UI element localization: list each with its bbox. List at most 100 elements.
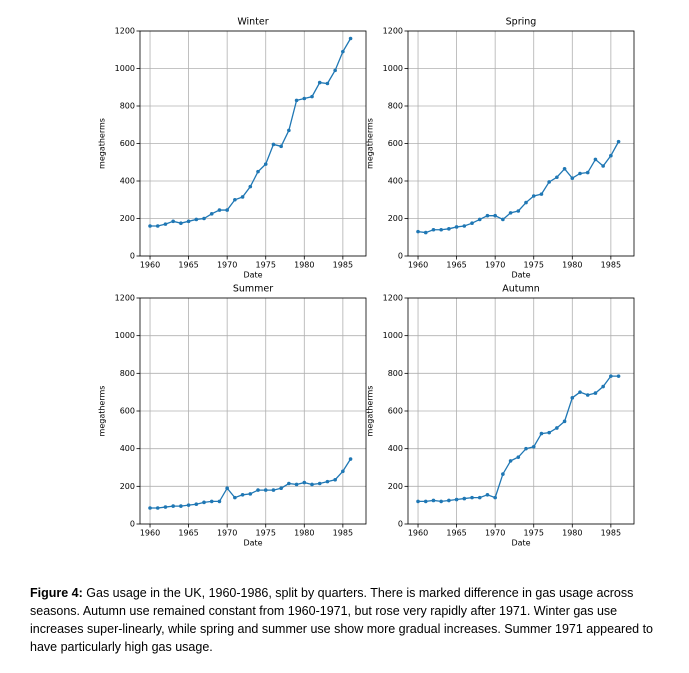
y-tick-label: 800 [120,102,135,111]
y-tick-label: 1000 [115,64,135,73]
y-tick-label: 1200 [383,27,403,36]
point [263,488,268,492]
point [531,194,536,198]
x-tick-label: 1960 [408,529,428,538]
point [302,480,307,485]
x-axis-label: Date [511,271,530,280]
point [593,157,598,162]
point [248,184,253,189]
point [447,498,451,503]
y-tick-label: 800 [388,102,403,111]
point [609,374,613,378]
point [163,222,168,226]
y-tick-label: 1200 [115,294,135,303]
axes-frame [139,297,367,525]
y-axis-label: megatherms [98,386,107,437]
x-tick-label: 1980 [294,529,314,538]
point [341,469,345,474]
chart-title: Autumn [502,284,540,295]
point [562,167,567,171]
point [155,224,160,228]
point [539,192,544,196]
y-tick-label: 1200 [115,27,135,36]
point [462,224,467,228]
point [454,497,459,502]
point [524,200,528,205]
y-tick-label: 0 [130,520,135,529]
y-tick-label: 400 [120,177,135,186]
point [609,153,613,158]
x-tick-label: 1970 [217,529,237,538]
point [279,144,283,149]
point [531,444,536,449]
point [501,472,505,476]
point [547,180,551,184]
point [294,482,299,487]
y-tick-label: 600 [120,139,135,148]
y-axis-label: megatherms [366,386,375,437]
point [439,227,443,232]
point [148,506,152,510]
x-tick-label: 1985 [601,261,621,270]
y-tick-label: 1000 [383,331,403,340]
y-tick-label: 0 [398,520,403,529]
point [194,217,199,222]
point [539,431,544,436]
point [194,502,199,507]
point [562,419,567,424]
point [279,486,283,491]
point [501,217,505,222]
x-tick-label: 1965 [446,261,466,270]
point [217,208,222,212]
x-tick-label: 1980 [294,261,314,270]
y-tick-label: 200 [388,482,403,491]
point [240,493,245,497]
point [423,230,428,235]
point [477,217,482,222]
point [186,503,191,507]
point [547,430,551,435]
caption: Figure 4: Gas usage in the UK, 1960-1986… [30,584,660,656]
y-tick-label: 600 [388,407,403,416]
point [225,208,229,212]
x-tick-label: 1980 [562,529,582,538]
point [179,504,183,508]
point [470,221,474,225]
x-tick-label: 1965 [446,529,466,538]
y-tick-label: 200 [388,214,403,223]
point [493,213,497,218]
point [171,219,175,224]
point [233,197,237,202]
point [310,94,314,99]
axes-frame [139,30,367,257]
y-tick-label: 800 [388,369,403,378]
point [348,36,353,41]
point [578,390,582,394]
point [271,488,276,492]
point [477,495,482,500]
axes-frame [407,30,635,257]
point [570,176,575,180]
point [163,505,168,509]
y-tick-label: 1200 [383,294,403,303]
x-tick-label: 1975 [256,261,276,270]
point [601,384,605,389]
point [578,171,582,176]
point [240,195,245,199]
series-line [417,141,620,234]
series-line [150,38,352,227]
point [524,446,528,451]
point [325,479,330,484]
point [431,498,436,503]
point [333,477,337,482]
point [217,499,222,504]
point [585,393,590,397]
x-tick-label: 1975 [256,529,276,538]
point [209,212,214,216]
point [516,209,521,213]
point [148,224,152,228]
point [516,455,521,459]
point [485,493,490,497]
point [302,96,307,101]
